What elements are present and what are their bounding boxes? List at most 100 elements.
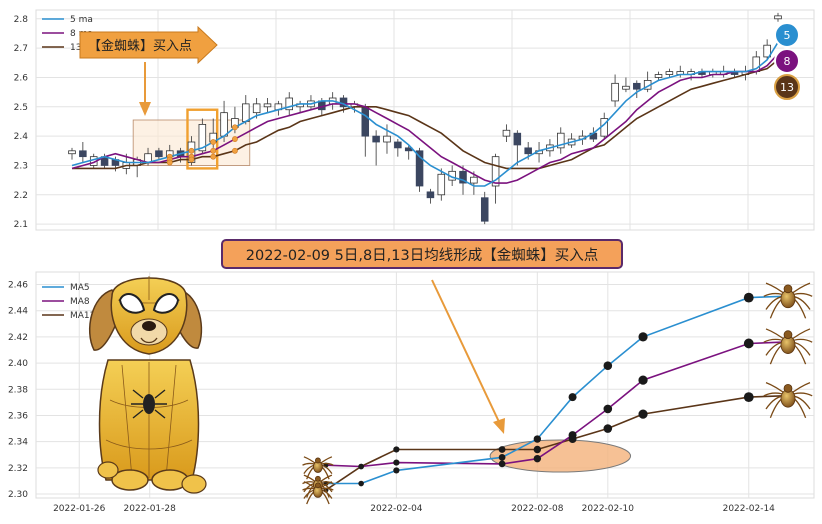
candle-up	[285, 97, 293, 111]
spider-head	[783, 284, 793, 294]
candle-down	[480, 197, 489, 222]
candle-down	[459, 170, 467, 184]
candlestick-y-tick-label: 2.1	[14, 220, 28, 230]
spider-highlight-shape	[489, 439, 632, 473]
candle-up	[198, 124, 207, 152]
ma8-point	[498, 460, 506, 468]
ma-x-tick-label: 2022-02-08	[511, 504, 564, 514]
candle-down	[426, 191, 435, 199]
candle-up	[68, 150, 76, 155]
ma8-point	[638, 375, 648, 385]
ma-y-tick-label: 2.46	[8, 281, 28, 291]
candle-down	[633, 82, 641, 90]
ma13-point	[638, 409, 648, 419]
signal-callout-label: 【金蜘蛛】买入点	[88, 38, 192, 54]
ma8-point	[743, 338, 754, 349]
candle-up	[665, 71, 674, 75]
signal-dot	[232, 147, 238, 154]
ma13-point	[603, 424, 613, 433]
ma5-point	[358, 480, 364, 487]
spider-marker	[302, 456, 334, 480]
ma-x-tick-label: 2022-02-04	[370, 504, 423, 514]
ma8-badge-label: 8	[784, 55, 791, 68]
mascot-spider-emblem-legs	[131, 389, 167, 419]
ma13-badge-label: 13	[780, 81, 794, 94]
signal-annotation: 2022-02-09 5日,8日,13日均线形成【金蜘蛛】买入点	[221, 239, 623, 434]
ma-y-tick-label: 2.32	[8, 464, 28, 474]
signal-dot	[210, 153, 217, 160]
candlestick-y-tick-label: 2.8	[14, 15, 29, 25]
candlestick-y-tick-label: 2.5	[14, 103, 28, 113]
ma5-badge	[774, 22, 800, 48]
spider-head	[314, 475, 321, 482]
signal-dot	[210, 147, 217, 154]
candle-down	[524, 147, 532, 155]
mascot-snout	[130, 318, 168, 346]
ma5-point	[533, 435, 542, 443]
candle-up	[220, 112, 228, 137]
ma-y-tick-label: 2.34	[8, 438, 28, 448]
candlestick-y-tick-label: 2.6	[14, 73, 29, 83]
ma13-line	[325, 395, 785, 491]
mascot-mouth	[140, 337, 158, 344]
candle-down	[372, 135, 380, 143]
ma-y-tick-label: 2.44	[8, 307, 28, 317]
ma-y-axis: 2.30 2.32 2.34 2.36 2.38 2.40 2.42 2.44 2.46	[8, 281, 28, 500]
ma-y-tick-label: 2.40	[8, 359, 28, 369]
signal-annotation-arrow-shaft	[431, 279, 501, 425]
ma-x-tick-label: 2022-02-10	[582, 504, 635, 514]
ma-points	[323, 292, 754, 493]
ma5-point	[743, 292, 754, 303]
candle-up	[654, 74, 663, 78]
legend-MA5-label: MA5	[70, 283, 90, 293]
ma-legend: MA5 MA8 MA13	[42, 283, 95, 321]
ma13-point	[498, 446, 506, 453]
ma-x-tick-label: 2022-01-26	[53, 504, 106, 514]
mascot-left-eye	[118, 293, 146, 314]
ma-badges: 5 8 13	[774, 22, 800, 100]
ma8-point	[603, 404, 613, 414]
spider-marker	[763, 282, 813, 319]
legend-MA8-label: MA8	[70, 297, 90, 307]
spider-highlight-ellipse	[489, 439, 632, 473]
candle-up	[611, 82, 619, 102]
signal-callout: 【金蜘蛛】买入点	[79, 25, 218, 116]
candle-up	[242, 103, 250, 122]
ma-y-tick-label: 2.42	[8, 333, 28, 343]
candle-down	[394, 141, 402, 149]
candle-up	[252, 103, 261, 114]
legend-MA13-label: MA13	[70, 311, 95, 321]
mascot-right-leg	[181, 474, 207, 494]
candle-up	[437, 173, 446, 196]
ma5-point	[568, 393, 577, 402]
ma8-point	[393, 459, 400, 466]
signal-callout-arrow-shape	[79, 25, 218, 65]
spider-head	[783, 330, 793, 340]
candle-up	[491, 156, 500, 187]
candlestick-y-tick-label: 2.7	[14, 44, 28, 54]
ma-lines	[325, 295, 785, 491]
mascot-left-leg	[97, 461, 119, 479]
candle-down	[155, 150, 163, 158]
signal-dot	[210, 139, 217, 145]
ma8-point	[533, 454, 542, 463]
ma5-point	[498, 453, 506, 461]
spider-dog-mascot	[89, 276, 207, 494]
ma13-point	[568, 435, 577, 444]
ma5-badge-label: 5	[784, 29, 791, 42]
candlestick-y-tick-label: 2.2	[14, 191, 28, 201]
candle-up	[470, 176, 478, 184]
candle-up	[763, 44, 771, 58]
ma13-point	[533, 445, 542, 454]
legend-ma5-label: 5 ma	[70, 15, 93, 25]
mascot-spider-emblem	[143, 394, 155, 414]
candle-up	[502, 129, 511, 137]
candle-up	[383, 135, 391, 143]
spider-markers	[302, 282, 813, 505]
ma-x-tick-label: 2022-01-28	[124, 504, 177, 514]
ma-y-tick-label: 2.36	[8, 411, 28, 421]
signal-dot	[166, 159, 173, 166]
ma5-point	[638, 332, 648, 342]
spider-head	[314, 482, 321, 489]
